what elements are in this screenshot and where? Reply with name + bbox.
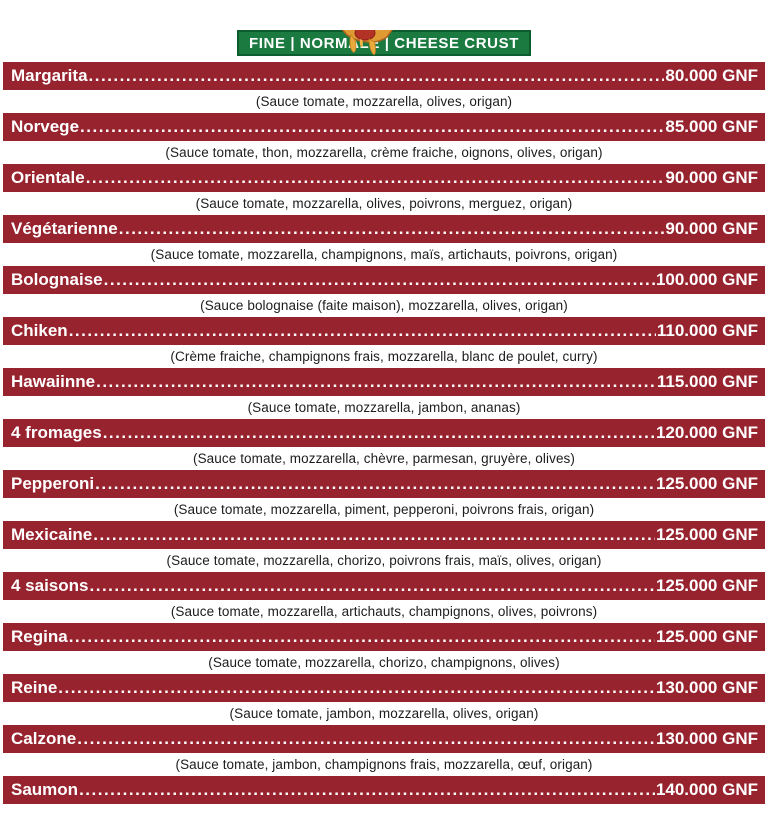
dotted-leader [80, 117, 664, 137]
dotted-leader [69, 321, 656, 341]
menu-item-ingredients: (Sauce tomate, mozzarella, champignons, … [150, 247, 618, 262]
menu-item-price: 125.000 GNF [655, 627, 758, 646]
menu-item-price: 125.000 GNF [655, 576, 758, 595]
menu-item-ingredients: (Sauce tomate, jambon, champignons frais… [175, 757, 593, 772]
menu-item-ingredients [0, 804, 768, 827]
menu-item-bar: Pepperoni 125.000 GNF [3, 470, 765, 498]
menu-item-price: 125.000 GNF [655, 474, 758, 493]
dotted-leader [90, 576, 655, 596]
dotted-leader [69, 627, 655, 647]
menu-item-name: Bolognaise [11, 270, 103, 289]
dotted-leader [119, 219, 665, 239]
menu-item-name: 4 saisons [11, 576, 89, 595]
menu-item: Bolognaise 100.000 GNF (Sauce bolognaise… [0, 266, 768, 317]
menu-item-bar: Norvege 85.000 GNF [3, 113, 765, 141]
menu-item: Hawaiinne 115.000 GNF (Sauce tomate, moz… [0, 368, 768, 419]
menu-item-bar: Végétarienne 90.000 GNF [3, 215, 765, 243]
menu-item-name: Reine [11, 678, 58, 697]
dotted-leader [95, 474, 655, 494]
menu-item-price: 110.000 GNF [656, 321, 758, 340]
menu-item-name: Regina [11, 627, 68, 646]
menu-item-bar: Mexicaine 125.000 GNF [3, 521, 765, 549]
menu-item-price: 100.000 GNF [655, 270, 758, 289]
menu-item-ingredients: (Sauce tomate, mozzarella, chorizo, poiv… [166, 553, 602, 568]
menu-item-bar: Saumon 140.000 GNF [3, 776, 765, 804]
menu-item-ingredients: (Sauce tomate, thon, mozzarella, crème f… [165, 145, 603, 160]
menu-item-ingredients: (Crème fraiche, champignons frais, mozza… [170, 349, 598, 364]
menu-item-name: Hawaiinne [11, 372, 96, 391]
menu-item: Calzone 130.000 GNF (Sauce tomate, jambo… [0, 725, 768, 776]
menu-item-ingredients: (Sauce tomate, mozzarella, olives, poivr… [195, 196, 573, 211]
menu-item-ingredients: (Sauce tomate, mozzarella, piment, peppe… [173, 502, 595, 517]
menu-item-bar: Hawaiinne 115.000 GNF [3, 368, 765, 396]
menu-item-price: 120.000 GNF [655, 423, 758, 442]
dotted-leader [58, 678, 655, 698]
menu-item-ingredients: (Sauce tomate, mozzarella, artichauts, c… [170, 604, 598, 619]
menu-item-price: 80.000 GNF [665, 66, 758, 85]
menu-item-name: Saumon [11, 780, 79, 799]
menu-item-name: Pepperoni [11, 474, 95, 493]
menu-item-ingredients: (Sauce tomate, mozzarella, olives, origa… [255, 94, 513, 109]
menu-item: Reine 130.000 GNF (Sauce tomate, jambon,… [0, 674, 768, 725]
menu-item-ingredients: (Sauce tomate, mozzarella, jambon, anana… [247, 400, 521, 415]
menu-item-name: Norvege [11, 117, 80, 136]
menu-item: Végétarienne 90.000 GNF (Sauce tomate, m… [0, 215, 768, 266]
menu-item-price: 125.000 GNF [655, 525, 758, 544]
dotted-leader [103, 423, 655, 443]
dotted-leader [104, 270, 655, 290]
menu-item-price: 130.000 GNF [655, 729, 758, 748]
menu-item-bar: Calzone 130.000 GNF [3, 725, 765, 753]
menu-item-name: Orientale [11, 168, 85, 187]
menu-item-ingredients: (Sauce bolognaise (faite maison), mozzar… [200, 298, 568, 313]
menu-item: Pepperoni 125.000 GNF (Sauce tomate, moz… [0, 470, 768, 521]
menu-item-name: Chiken [11, 321, 68, 340]
menu-item-ingredients: (Sauce tomate, mozzarella, chorizo, cham… [208, 655, 560, 670]
menu-item-bar: Orientale 90.000 GNF [3, 164, 765, 192]
menu-item-bar: 4 saisons 125.000 GNF [3, 572, 765, 600]
menu-item: Margarita 80.000 GNF (Sauce tomate, mozz… [0, 62, 768, 113]
menu-item: 4 fromages 120.000 GNF (Sauce tomate, mo… [0, 419, 768, 470]
menu-item-name: Margarita [11, 66, 88, 85]
menu-item-name: 4 fromages [11, 423, 102, 442]
menu-item-bar: Bolognaise 100.000 GNF [3, 266, 765, 294]
menu-item-price: 85.000 GNF [665, 117, 758, 136]
dotted-leader [93, 525, 655, 545]
dotted-leader [89, 66, 665, 86]
menu-item-name: Végétarienne [11, 219, 118, 238]
menu-item: Norvege 85.000 GNF (Sauce tomate, thon, … [0, 113, 768, 164]
pizza-slice-icon [327, 30, 405, 57]
menu-item-price: 90.000 GNF [665, 219, 758, 238]
menu-item-price: 90.000 GNF [665, 168, 758, 187]
menu-item-bar: Margarita 80.000 GNF [3, 62, 765, 90]
menu-item: Mexicaine 125.000 GNF (Sauce tomate, moz… [0, 521, 768, 572]
menu-item-price: 115.000 GNF [656, 372, 758, 391]
menu-item-bar: 4 fromages 120.000 GNF [3, 419, 765, 447]
menu-item-price: 140.000 GNF [655, 780, 758, 799]
dotted-leader [96, 372, 656, 392]
pizza-menu-list: Margarita 80.000 GNF (Sauce tomate, mozz… [0, 62, 768, 827]
menu-item-ingredients: (Sauce tomate, mozzarella, chèvre, parme… [192, 451, 575, 466]
menu-item-price: 130.000 GNF [655, 678, 758, 697]
menu-item: Saumon 140.000 GNF [0, 776, 768, 827]
dotted-leader [79, 780, 655, 800]
menu-item-ingredients: (Sauce tomate, jambon, mozzarella, olive… [229, 706, 539, 721]
dotted-leader [77, 729, 655, 749]
size-banner-label: FINE | NORMALE | CHEESE CRUST [249, 34, 519, 52]
menu-item-bar: Chiken 110.000 GNF [3, 317, 765, 345]
menu-item: 4 saisons 125.000 GNF (Sauce tomate, moz… [0, 572, 768, 623]
menu-item: Orientale 90.000 GNF (Sauce tomate, mozz… [0, 164, 768, 215]
menu-item: Regina 125.000 GNF (Sauce tomate, mozzar… [0, 623, 768, 674]
menu-item-name: Calzone [11, 729, 77, 748]
menu-item: Chiken 110.000 GNF (Crème fraiche, champ… [0, 317, 768, 368]
menu-item-bar: Reine 130.000 GNF [3, 674, 765, 702]
menu-item-bar: Regina 125.000 GNF [3, 623, 765, 651]
dotted-leader [86, 168, 665, 188]
menu-item-name: Mexicaine [11, 525, 93, 544]
